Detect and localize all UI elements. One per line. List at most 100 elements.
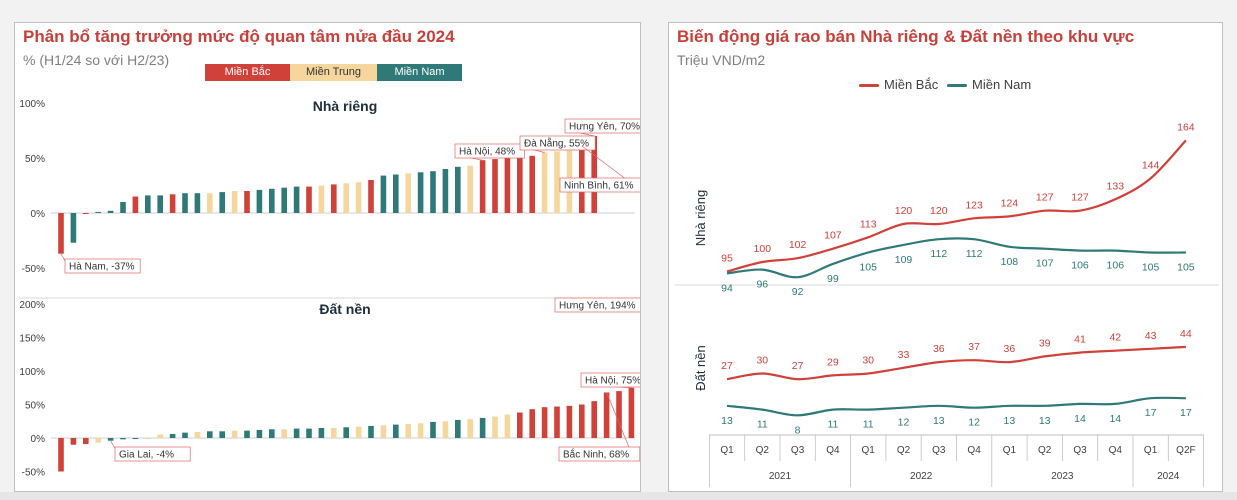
bar: [380, 175, 387, 213]
bar: [517, 156, 523, 213]
x-tick-label: Q4: [826, 445, 840, 456]
series-line-mien-nam: [726, 237, 1186, 279]
bar: [603, 392, 610, 438]
bar: [281, 429, 287, 438]
data-label: 113: [860, 218, 877, 230]
bar: [566, 405, 573, 438]
bar: [616, 391, 622, 438]
data-label: 39: [1039, 337, 1051, 349]
bar: [58, 438, 64, 472]
right-chart-subtitle: Triệu VND/m2: [677, 52, 766, 68]
data-label: 30: [862, 355, 874, 367]
data-label: 8: [795, 424, 801, 436]
data-label: 43: [1145, 330, 1157, 342]
bar: [269, 429, 275, 438]
line-chart-ylabel-1: Đất nền: [693, 345, 708, 391]
x-tick-label: Q2F: [1176, 445, 1195, 456]
annotation-box: [558, 446, 640, 462]
bar: [145, 438, 151, 439]
annotation-box: [454, 143, 525, 159]
x-tick-label: Q2: [1038, 445, 1052, 456]
x-tick-label: Q1: [1144, 445, 1158, 456]
bar: [591, 136, 597, 213]
data-label: 107: [1036, 258, 1054, 270]
bar: [331, 427, 337, 438]
legend-line-label-nam: Miền Nam: [972, 77, 1032, 92]
bar-chart-title-0: Nhà riêng: [313, 98, 378, 114]
data-label: 13: [721, 415, 733, 427]
bar: [157, 434, 163, 438]
bar: [120, 438, 126, 440]
bar: [83, 213, 89, 214]
data-label: 120: [930, 205, 948, 217]
right-chart-title: Biến động giá rao bán Nhà riêng & Đất nề…: [677, 27, 1135, 46]
bar: [368, 425, 374, 438]
x-year-label: 2022: [910, 471, 933, 482]
y-tick-label: 50%: [25, 401, 45, 412]
data-label: 99: [827, 273, 839, 285]
growth-distribution-panel: Phân bổ tăng trưởng mức độ quan tâm nửa …: [14, 22, 641, 492]
x-year-label: 2024: [1157, 471, 1180, 482]
data-label: 41: [1074, 334, 1086, 346]
bar: [244, 430, 250, 438]
series-line-mien-bac: [726, 345, 1186, 381]
data-label: 106: [1071, 260, 1089, 272]
legend-mien-trung: Miền Trung: [290, 64, 377, 81]
data-label: 94: [721, 282, 733, 294]
bar: [169, 433, 176, 438]
data-label: 14: [1109, 413, 1121, 425]
price-trend-panel: Biến động giá rao bán Nhà riêng & Đất nề…: [668, 22, 1223, 492]
bar: [492, 159, 498, 213]
bar: [405, 423, 411, 438]
data-label: 127: [1071, 192, 1089, 204]
data-label: 123: [965, 199, 983, 211]
legend-line-swatch-nam: [947, 84, 967, 88]
left-chart-subtitle: % (H1/24 so với H2/23): [23, 52, 170, 68]
x-tick-label: Q3: [932, 445, 946, 456]
bar: [107, 438, 114, 441]
bar: [393, 424, 399, 438]
bar: [306, 428, 312, 438]
annotation-label: Đà Nẵng, 55%: [524, 137, 589, 150]
data-label: 29: [827, 356, 839, 368]
bar: [591, 401, 597, 438]
annotation-label: Gia Lai, -4%: [119, 450, 174, 461]
data-label: 144: [1142, 159, 1160, 171]
data-label: 112: [930, 248, 947, 260]
annotation-label: Hà Nội, 48%: [459, 147, 515, 158]
bar: [529, 155, 535, 213]
bar: [430, 171, 436, 213]
bar: [194, 193, 201, 213]
legend-mien-nam: Miền Nam: [377, 64, 462, 81]
bar: [517, 412, 523, 438]
data-label: 12: [898, 417, 910, 429]
y-tick-label: 0%: [31, 434, 46, 445]
annotation-box: [580, 372, 640, 388]
data-label: 11: [827, 419, 838, 431]
bar: [492, 416, 498, 438]
bar: [107, 210, 114, 213]
bar: [219, 431, 225, 438]
annotation-label: Ninh Bình, 61%: [564, 181, 634, 192]
y-tick-label: 150%: [19, 334, 45, 345]
bar: [58, 213, 64, 254]
data-label: 27: [792, 360, 804, 372]
bar: [95, 438, 101, 443]
bar: [343, 183, 349, 213]
x-tick-label: Q1: [720, 445, 734, 456]
data-label: 30: [756, 355, 768, 367]
annotation-label: Hưng Yên, 70%: [569, 122, 640, 133]
legend-line-swatch-bac: [859, 84, 879, 88]
bar: [541, 407, 548, 438]
annotation-label: Bắc Ninh, 68%: [563, 448, 629, 461]
data-label: 92: [792, 286, 804, 298]
y-tick-label: 100%: [19, 99, 45, 110]
bar: [157, 195, 163, 213]
annotation-label: Hà Nam, -37%: [69, 262, 135, 273]
data-label: 37: [968, 341, 980, 353]
data-label: 36: [933, 343, 945, 355]
bar: [355, 426, 362, 438]
bar: [293, 186, 300, 213]
bar: [554, 406, 560, 438]
data-label: 105: [859, 262, 877, 274]
